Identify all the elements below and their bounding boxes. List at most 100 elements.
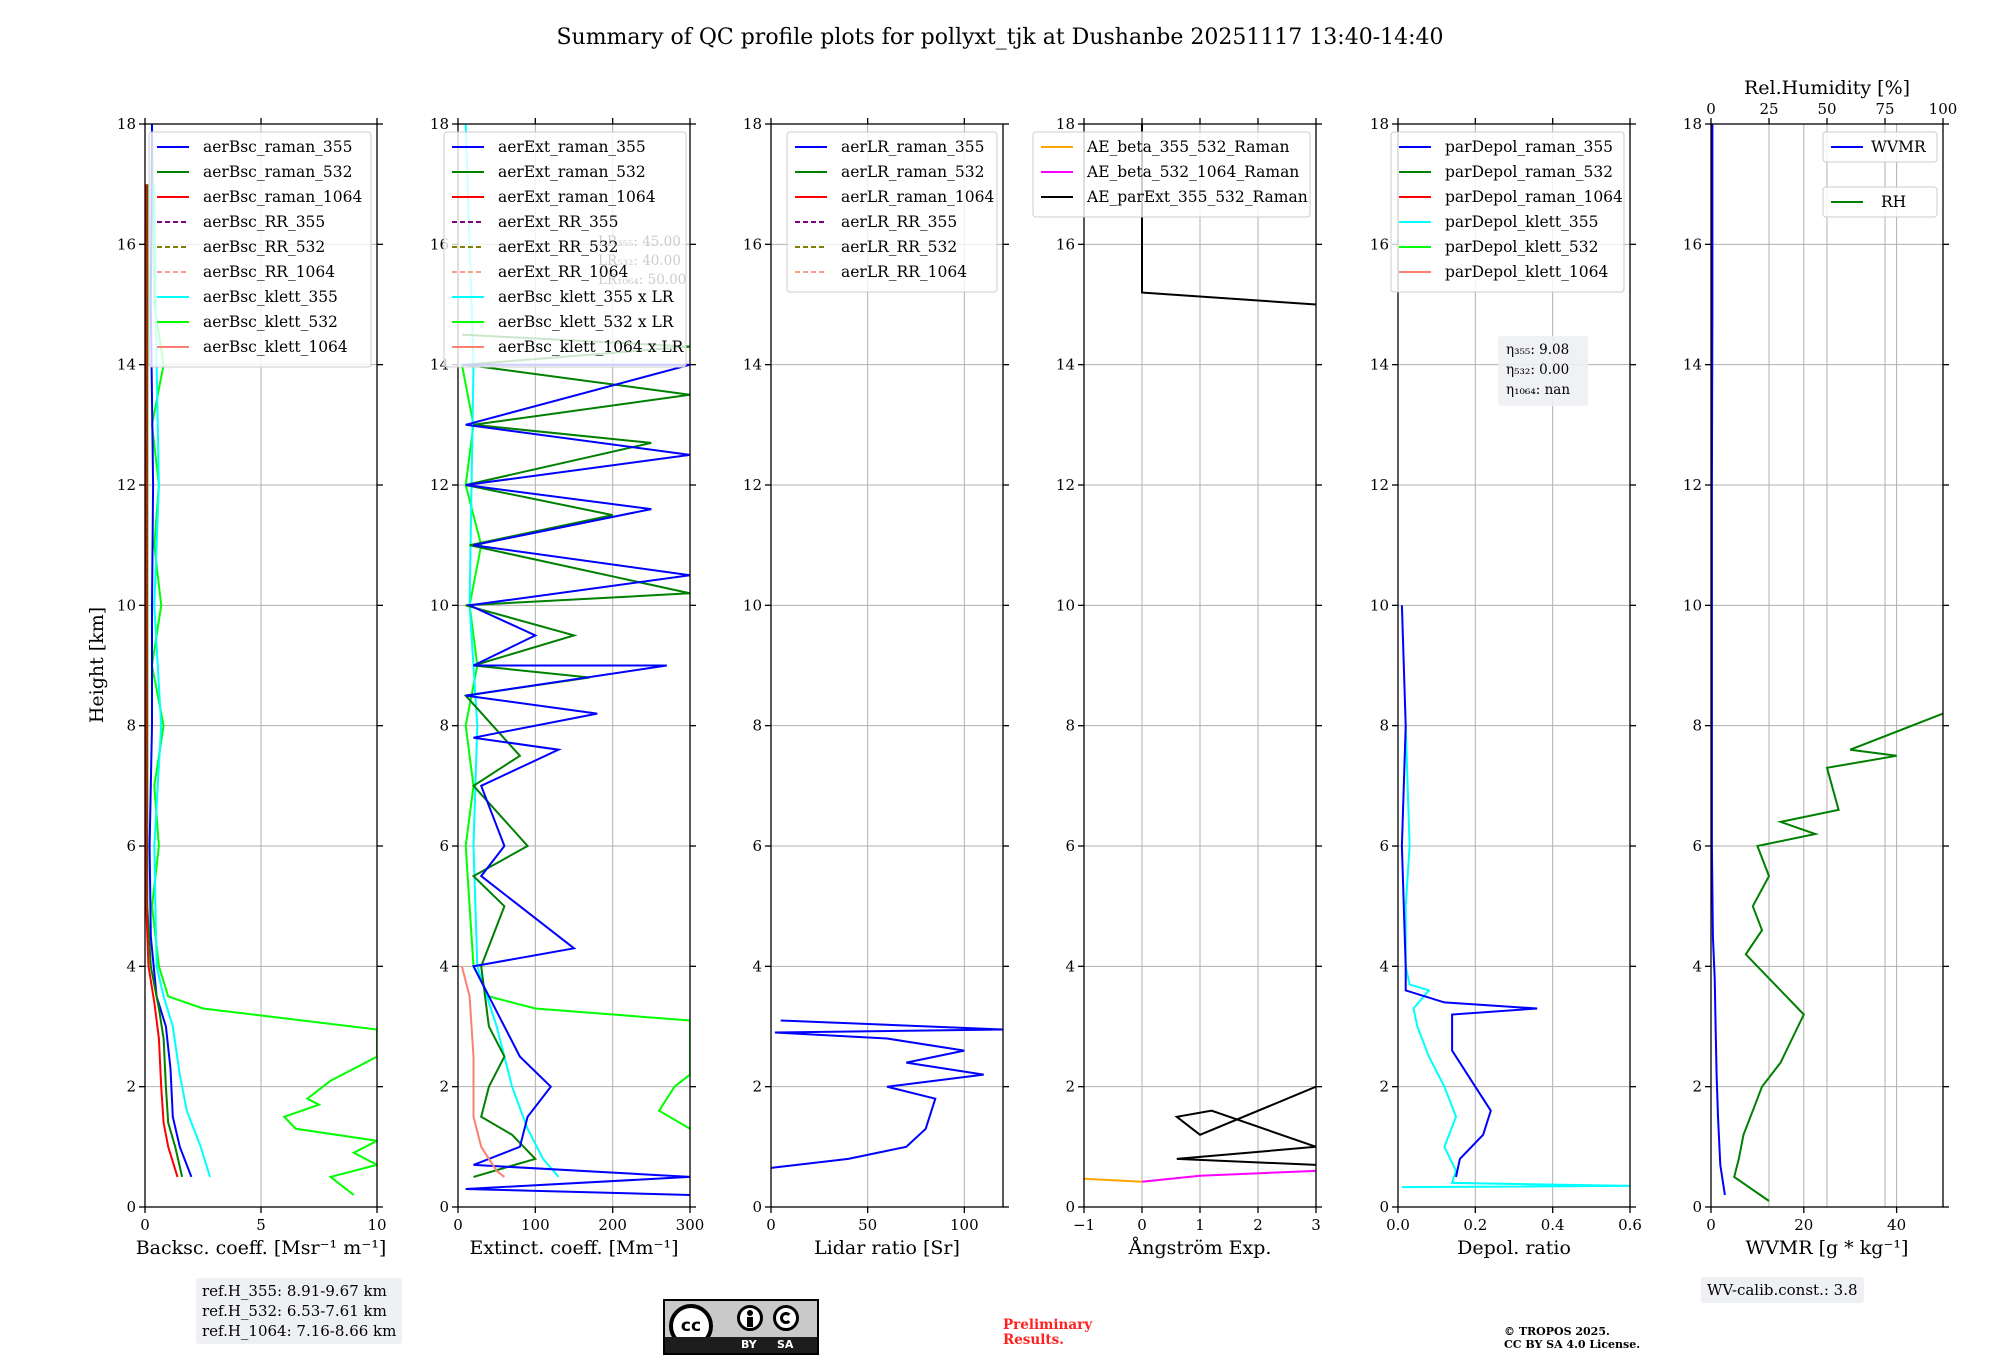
y-tick-label: 18 xyxy=(430,115,449,133)
x-tick-label: 1 xyxy=(1195,1216,1205,1234)
eta-note-line: η₃₅₅: 9.08 xyxy=(1506,342,1569,358)
legend-label: parDepol_klett_532 xyxy=(1445,238,1598,256)
y-tick-label: 12 xyxy=(1370,476,1389,494)
legend: aerLR_raman_355 aerLR_raman_532 aerLR_rama… xyxy=(786,131,998,293)
x-axis-label: Backsc. coeff. [Msr⁻¹ m⁻¹] xyxy=(136,1237,387,1259)
reference-height-box: ref.H_355: 8.91-9.67 km ref.H_532: 6.53-… xyxy=(196,1278,403,1344)
cc-badge-label-bar: BY SA xyxy=(665,1337,817,1353)
legend: parDepol_raman_355 parDepol_raman_532 parD… xyxy=(1390,131,1625,293)
x-tick-label: 200 xyxy=(598,1216,627,1234)
eta-note-line: η₁₀₆₄: nan xyxy=(1506,382,1570,398)
cc-sa-label: SA xyxy=(777,1338,794,1351)
y-tick-label: 8 xyxy=(1379,717,1389,735)
x-tick-label: 0.0 xyxy=(1386,1216,1410,1234)
legend-label: aerLR_RR_355 xyxy=(841,213,957,231)
x-tick-label: 0 xyxy=(1137,1216,1147,1234)
y-tick-label: 14 xyxy=(117,356,136,374)
legend-label: aerBsc_RR_1064 xyxy=(203,263,335,281)
series-line-aerbsc-klett-355 xyxy=(153,184,211,1178)
x-tick-label: 0 xyxy=(140,1216,150,1234)
x-tick-label: 100 xyxy=(521,1216,550,1234)
lr-note-line: LR₃₅₅: 45.00 xyxy=(598,234,681,250)
y-tick-label: 6 xyxy=(1379,837,1389,855)
series-group xyxy=(771,1019,1003,1169)
y-tick-label: 14 xyxy=(1683,356,1702,374)
x-axis-label: Ångström Exp. xyxy=(1128,1237,1272,1259)
y-axis-label: Height [km] xyxy=(86,607,108,723)
x2-tick-label: 25 xyxy=(1759,100,1778,118)
panel-lr: 0 2 4 6 8 10 12 14 16 18 0 50 100 Lidar ratio [Sr] aer… xyxy=(743,115,1009,1259)
legend-label: WVMR xyxy=(1871,138,1927,156)
x2-tick-label: 0 xyxy=(1706,100,1716,118)
series-line-pardepol-raman-355 xyxy=(1400,605,1538,1178)
plot-frame xyxy=(1397,123,1631,1208)
legend-label: aerExt_RR_1064 xyxy=(498,263,629,281)
preliminary-results-note: Preliminary Results. xyxy=(1003,1318,1092,1348)
legend-label: aerExt_raman_532 xyxy=(498,163,646,181)
legend-label: aerLR_raman_355 xyxy=(841,138,984,156)
refh-532: ref.H_532: 6.53-7.61 km xyxy=(202,1302,387,1320)
y-tick-label: 10 xyxy=(430,596,449,614)
legend-label: aerBsc_raman_532 xyxy=(203,163,353,181)
y-tick-label: 10 xyxy=(1056,596,1075,614)
refh-355: ref.H_355: 8.91-9.67 km xyxy=(202,1282,387,1300)
legend-label: parDepol_klett_355 xyxy=(1445,213,1598,231)
legend-label: aerBsc_klett_355 x LR xyxy=(498,288,675,306)
series-line-aerbsc-klett-1064-x-lr xyxy=(460,966,506,1178)
y-tick-label: 4 xyxy=(126,957,136,975)
legend-label: parDepol_raman_355 xyxy=(1445,138,1613,156)
series-line-rh xyxy=(1733,712,1943,1202)
series-line-aerlr-raman-355 xyxy=(771,1019,1003,1169)
y-tick-label: 6 xyxy=(1692,837,1702,855)
x-axis-label: Lidar ratio [Sr] xyxy=(814,1237,960,1259)
series-line-ae-parext-355-532-raman-low- xyxy=(1174,1085,1316,1166)
y-tick-label: 16 xyxy=(743,235,762,253)
x-tick-label: 100 xyxy=(950,1216,979,1234)
y-tick-label: 14 xyxy=(1370,356,1389,374)
legend-label: aerBsc_RR_355 xyxy=(203,213,325,231)
y-tick-label: 0 xyxy=(752,1198,762,1216)
y-tick-label: 12 xyxy=(117,476,136,494)
wv-calib-const: WV-calib.const.: 3.8 xyxy=(1707,1281,1858,1299)
legend-label: aerBsc_klett_1064 xyxy=(203,338,348,356)
x2-tick-label: 100 xyxy=(1929,100,1958,118)
x-axis-label: Extinct. coeff. [Mm⁻¹] xyxy=(469,1237,678,1259)
prelim-line-2: Results. xyxy=(1003,1332,1064,1348)
x-tick-label: 50 xyxy=(858,1216,877,1234)
y-tick-label: 6 xyxy=(752,837,762,855)
y-tick-label: 2 xyxy=(439,1078,449,1096)
y-tick-label: 12 xyxy=(430,476,449,494)
y-tick-label: 8 xyxy=(1065,717,1075,735)
x-tick-label: 10 xyxy=(367,1216,386,1234)
series-line-wvmr xyxy=(1711,124,1726,1196)
prelim-line-1: Preliminary xyxy=(1003,1317,1093,1333)
legend-label: AE_beta_355_532_Raman xyxy=(1086,138,1289,156)
y-tick-label: 16 xyxy=(1683,235,1702,253)
legend-label: parDepol_klett_1064 xyxy=(1445,263,1608,281)
legend-label: parDepol_raman_532 xyxy=(1445,163,1613,181)
y-tick-label: 2 xyxy=(1692,1078,1702,1096)
copyright-line-2: CC BY SA 4.0 License. xyxy=(1504,1338,1641,1351)
x-tick-label: 0 xyxy=(766,1216,776,1234)
x-tick-label: 5 xyxy=(256,1216,266,1234)
x-tick-label: 2 xyxy=(1253,1216,1263,1234)
y-tick-label: 0 xyxy=(1379,1198,1389,1216)
panel-depol: 0 2 4 6 8 10 12 14 16 18 0.0 0.2 0.4 0.6 Depol. ratio p… xyxy=(1370,115,1642,1259)
series-line-aerbsc-raman-532 xyxy=(146,184,184,1178)
y-tick-label: 12 xyxy=(743,476,762,494)
y-tick-label: 4 xyxy=(1692,957,1702,975)
x-tick-label: 0.6 xyxy=(1618,1216,1642,1234)
legend-label: RH xyxy=(1881,193,1906,211)
y-tick-label: 2 xyxy=(752,1078,762,1096)
y-tick-label: 0 xyxy=(1065,1198,1075,1216)
series-line-aerbsc-raman-1064 xyxy=(145,184,179,1178)
y-tick-label: 18 xyxy=(1370,115,1389,133)
copyright-line-1: © TROPOS 2025. xyxy=(1504,1325,1610,1338)
legend-box xyxy=(148,131,372,368)
legend-box xyxy=(1032,131,1311,218)
y-tick-label: 10 xyxy=(1683,596,1702,614)
legend-box xyxy=(1390,131,1625,293)
y-tick-label: 0 xyxy=(1692,1198,1702,1216)
legend: WVMR RH xyxy=(1822,131,1938,218)
